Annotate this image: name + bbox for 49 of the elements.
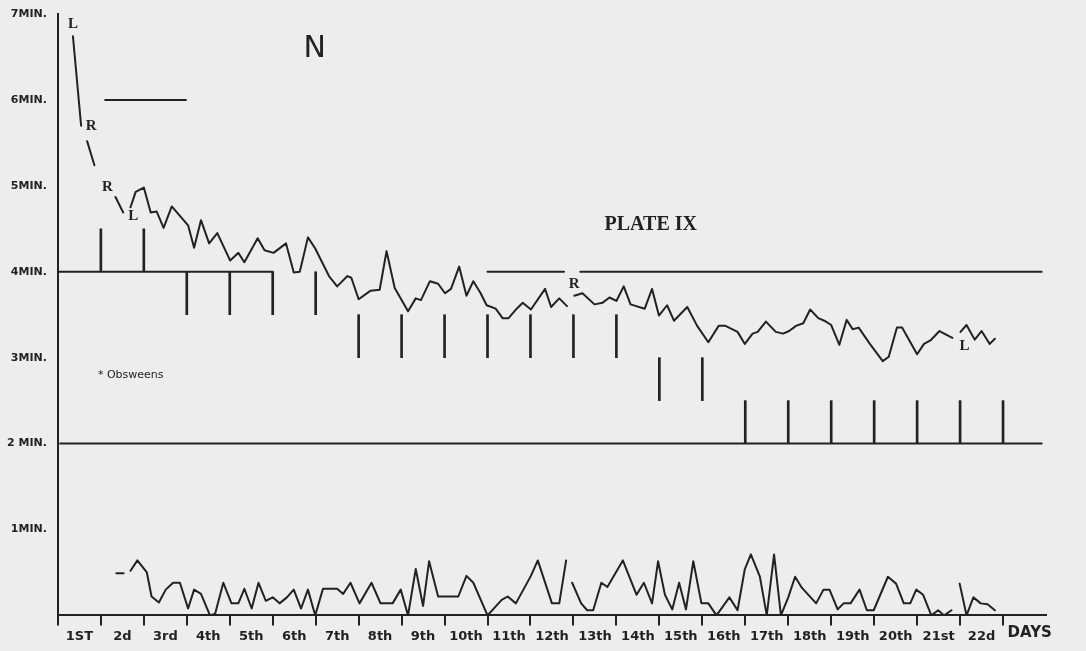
x-tick-label: 12th	[535, 627, 569, 643]
text: N	[303, 28, 327, 64]
y-tick-label: 4MIN.	[10, 264, 47, 278]
x-tick-label: 1ST	[65, 627, 94, 643]
bar	[357, 314, 360, 358]
y-tick-label: 6MIN.	[10, 92, 47, 106]
x-axis-title: DAYS	[1007, 622, 1052, 641]
y-tick-label: 2 MIN.	[6, 436, 47, 450]
x-tick-label: 14th	[621, 627, 655, 643]
y-tick-label: 5MIN.	[10, 178, 47, 192]
x-tick-label: 16th	[707, 627, 741, 643]
x-tick-label: 6th	[281, 627, 307, 643]
annotation: L	[959, 336, 970, 353]
x-tick-label: 21st	[922, 627, 955, 643]
annotation: R	[102, 177, 114, 194]
bar	[700, 357, 704, 401]
annotation: R	[568, 274, 580, 291]
x-tick-label: 11th	[492, 627, 526, 643]
text: PLATE IX	[604, 211, 698, 234]
annotation: * Obsweens	[97, 367, 164, 381]
x-tick-label: 3rd	[152, 627, 178, 643]
x-tick-label: 15th	[664, 627, 698, 643]
bar	[400, 314, 403, 358]
y-tick-label: 7MIN.	[10, 6, 47, 20]
y-tick-label: 1MIN.	[10, 522, 47, 536]
x-tick-label: 2d	[113, 627, 132, 643]
x-tick-label: 18th	[792, 627, 827, 643]
x-tick-label: 19th	[835, 627, 870, 643]
x-tick-label: 22d	[967, 627, 996, 643]
x-tick-label: 7th	[324, 627, 350, 643]
x-tick-label: 13th	[578, 627, 612, 643]
annotation: R	[85, 116, 97, 133]
bar	[486, 314, 489, 358]
x-tick-label: 17th	[749, 627, 784, 643]
annotation: L	[128, 207, 139, 224]
x-tick-label: 8th	[367, 627, 393, 643]
bar	[658, 357, 661, 401]
x-tick-label: 10th	[449, 627, 483, 643]
annotation: L	[67, 15, 78, 32]
bar	[314, 271, 317, 316]
x-tick-label: 4th	[196, 627, 221, 643]
x-tick-label: 5th	[238, 627, 264, 643]
bar	[572, 314, 575, 358]
y-tick-label: 3MIN.	[10, 350, 47, 364]
bar	[529, 314, 532, 358]
bar	[443, 314, 446, 358]
x-tick-label: 20th	[878, 627, 913, 643]
x-tick-label: 9th	[410, 627, 436, 643]
bar	[615, 314, 618, 358]
